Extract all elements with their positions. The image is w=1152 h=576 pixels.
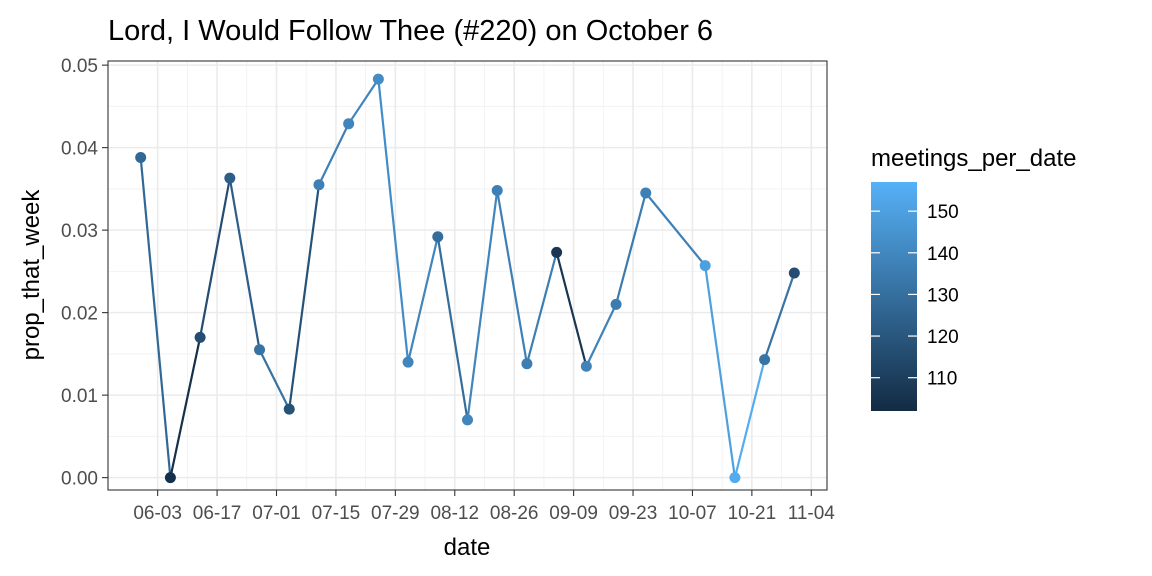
series-segment	[288, 184, 321, 410]
x-tick-label: 07-29	[371, 503, 420, 524]
data-point	[372, 73, 384, 85]
series-segment	[258, 349, 291, 410]
y-tick-label: 0.01	[61, 386, 98, 407]
y-tick-label: 0.04	[61, 139, 98, 160]
x-tick-label: 11-04	[788, 503, 836, 524]
data-point	[313, 179, 325, 191]
x-tick-label: 10-07	[668, 503, 717, 524]
series-segment	[763, 272, 796, 361]
color-legend: meetings_per_date 110 120 130 140 150	[871, 145, 1076, 411]
legend-tick-label: 110	[927, 369, 957, 390]
x-tick-label: 07-01	[252, 503, 301, 524]
y-tick-label: 0.00	[61, 469, 98, 490]
y-tick-label: 0.02	[61, 304, 98, 325]
y-tick-label: 0.03	[61, 221, 98, 242]
series-segment	[555, 252, 588, 367]
x-tick-label: 06-03	[133, 503, 182, 524]
series-segment	[228, 177, 261, 350]
series-segment	[614, 192, 647, 305]
series-segment	[525, 252, 558, 365]
series-segment	[496, 190, 529, 364]
series-segment	[317, 123, 350, 186]
legend-tick-label: 140	[927, 244, 959, 265]
series-segment	[169, 337, 202, 478]
series-segment	[644, 192, 707, 267]
grid-major	[108, 61, 827, 490]
data-point	[699, 260, 711, 272]
series-points	[135, 73, 800, 484]
data-point	[402, 356, 414, 368]
series-segment	[377, 79, 410, 363]
plot-panel	[108, 61, 827, 490]
x-axis-label: date	[444, 534, 491, 561]
series-segment	[347, 78, 380, 125]
y-axis-label: prop_that_week	[18, 189, 45, 361]
series-segment	[199, 177, 231, 338]
legend-tick-label: 150	[927, 202, 959, 223]
data-point	[283, 403, 295, 415]
series-segment	[466, 190, 499, 421]
legend-tick-label: 120	[927, 327, 959, 348]
y-axis: 0.00 0.01 0.02 0.03 0.04 0.05	[61, 56, 108, 490]
x-tick-label: 08-12	[430, 503, 479, 524]
data-point	[729, 472, 741, 484]
data-point	[551, 246, 563, 258]
series-segment	[436, 236, 469, 421]
legend-ticks: 110 120 130 140 150	[871, 202, 959, 390]
data-point	[491, 185, 503, 197]
series-segment	[733, 359, 766, 478]
data-point	[254, 344, 266, 356]
x-tick-label: 09-09	[549, 503, 598, 524]
x-tick-label: 09-23	[609, 503, 658, 524]
data-point	[759, 354, 771, 366]
legend-title: meetings_per_date	[871, 145, 1076, 172]
x-axis: 06-03 06-17 07-01 07-15 07-29 08-12 08-26 09-09…	[133, 490, 835, 524]
data-point	[224, 172, 236, 184]
series-segment	[704, 265, 736, 478]
data-point	[580, 360, 592, 372]
data-point	[521, 358, 533, 370]
data-point	[610, 298, 622, 310]
x-tick-label: 07-15	[312, 503, 361, 524]
series-segment	[139, 157, 172, 478]
series-lines	[139, 78, 796, 478]
series-segment	[407, 236, 439, 363]
data-point	[135, 152, 147, 164]
legend-tick-label: 130	[927, 285, 959, 306]
data-point	[164, 472, 176, 484]
chart-title: Lord, I Would Follow Thee (#220) on Octo…	[108, 15, 713, 47]
data-point	[343, 118, 355, 130]
x-tick-label: 06-17	[193, 503, 242, 524]
grid-minor	[108, 61, 827, 490]
data-point	[194, 331, 206, 343]
series-segment	[585, 303, 618, 367]
data-point	[462, 414, 473, 426]
legend-colorbar	[871, 182, 917, 411]
y-tick-label: 0.05	[61, 56, 98, 77]
x-tick-label: 10-21	[728, 503, 777, 524]
data-point	[640, 187, 652, 199]
data-point	[788, 267, 800, 279]
data-point	[432, 231, 444, 243]
x-tick-label: 08-26	[490, 503, 539, 524]
plot-border	[107, 60, 828, 491]
